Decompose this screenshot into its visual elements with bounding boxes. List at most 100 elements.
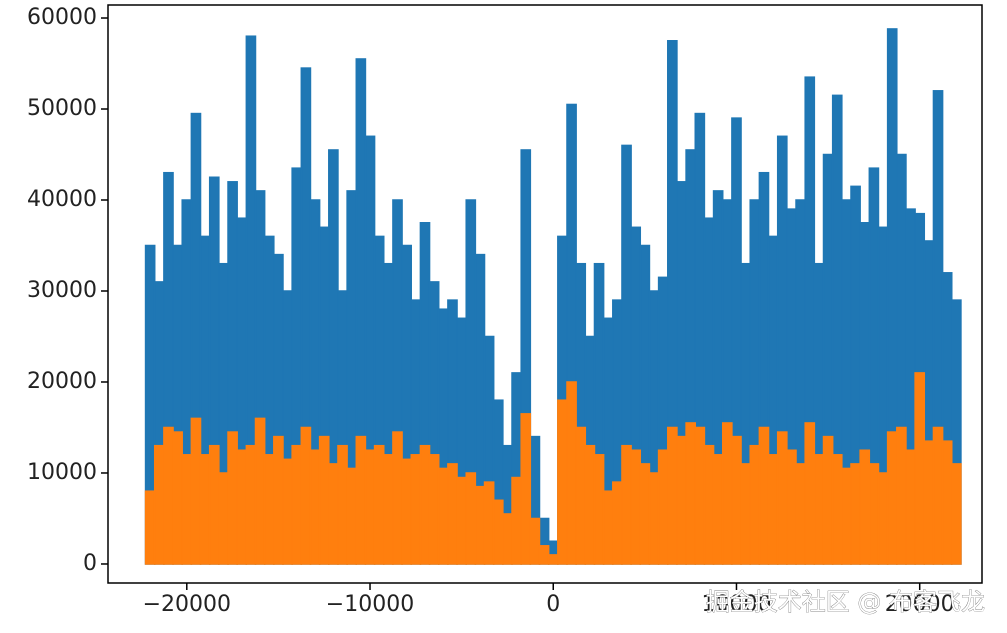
bar [602, 490, 614, 565]
bar [538, 545, 550, 565]
x-tick-label: −10000 [326, 592, 414, 617]
bar [410, 454, 422, 565]
bar [502, 513, 513, 565]
bar [584, 444, 596, 565]
bar [190, 417, 202, 565]
bar [639, 463, 651, 565]
bar [337, 444, 348, 565]
bar [694, 426, 706, 565]
bar [456, 476, 467, 565]
bar [529, 517, 541, 565]
bar [227, 431, 238, 565]
bar [667, 426, 678, 565]
bar [355, 435, 367, 565]
bar [776, 431, 788, 565]
bar [859, 449, 871, 565]
bar [749, 444, 761, 565]
bar [520, 413, 532, 565]
bar [483, 481, 495, 565]
bar [172, 431, 183, 565]
bar [144, 490, 156, 565]
bar [712, 454, 724, 565]
bar [740, 463, 751, 565]
bar [199, 454, 211, 565]
bar [208, 444, 220, 565]
bar [877, 472, 889, 565]
bar [318, 435, 330, 565]
y-tick-label: 20000 [27, 369, 97, 394]
bar [346, 467, 358, 565]
bar [465, 472, 477, 565]
x-tick-label: 10000 [701, 592, 771, 617]
bar [612, 481, 623, 565]
bar [630, 449, 642, 565]
bar [383, 454, 394, 565]
bar [557, 399, 568, 565]
y-tick-label: 60000 [27, 5, 97, 30]
bar [309, 449, 321, 565]
y-tick-label: 10000 [27, 460, 97, 485]
x-tick-label: −20000 [143, 592, 231, 617]
bar [896, 426, 907, 565]
bar [868, 463, 880, 565]
bar [813, 454, 825, 565]
bar [767, 454, 779, 565]
bar [447, 463, 458, 565]
bar [886, 431, 898, 565]
bar [263, 454, 275, 565]
bar [254, 417, 266, 565]
bar [758, 426, 770, 565]
bar [951, 463, 962, 565]
y-tick-label: 30000 [27, 278, 97, 303]
x-tick-label: 0 [546, 592, 560, 617]
bar [850, 463, 861, 565]
y-tick-label: 50000 [27, 96, 97, 121]
bar [328, 463, 339, 565]
bar [923, 440, 935, 565]
bar [547, 554, 559, 565]
bar [392, 431, 403, 565]
watermark: 掘金技术社区 @ 布客飞龙 [706, 588, 985, 616]
bar [905, 449, 916, 565]
bar [153, 444, 165, 565]
bar [932, 426, 944, 565]
bar [291, 444, 303, 565]
bar [822, 435, 834, 565]
bar [437, 467, 449, 565]
bar [621, 444, 632, 565]
x-tick-label: 20000 [885, 592, 955, 617]
bar [914, 372, 926, 565]
bar [804, 422, 816, 565]
bar [593, 454, 605, 565]
bar [218, 472, 229, 565]
bar [492, 499, 504, 565]
bar [428, 454, 440, 565]
bar [364, 449, 376, 565]
bar [245, 444, 257, 565]
y-tick-label: 40000 [27, 187, 97, 212]
bar [163, 426, 174, 565]
bar [511, 476, 522, 565]
bar [648, 472, 660, 565]
bar [401, 458, 412, 565]
bar [731, 435, 742, 565]
bar [282, 458, 293, 565]
bar [181, 454, 193, 565]
y-tick-label: 0 [83, 551, 97, 576]
bar [474, 485, 486, 565]
bar [575, 426, 587, 565]
bar [685, 422, 696, 565]
bar [841, 467, 852, 565]
bar [703, 444, 715, 565]
plot-frame [107, 4, 983, 584]
bar [721, 422, 733, 565]
bar [300, 426, 312, 565]
bar [831, 454, 843, 565]
bar [373, 444, 385, 565]
bar [566, 381, 577, 565]
bar [941, 440, 953, 565]
bar [273, 435, 284, 565]
bar [676, 435, 687, 565]
bar [786, 449, 797, 565]
